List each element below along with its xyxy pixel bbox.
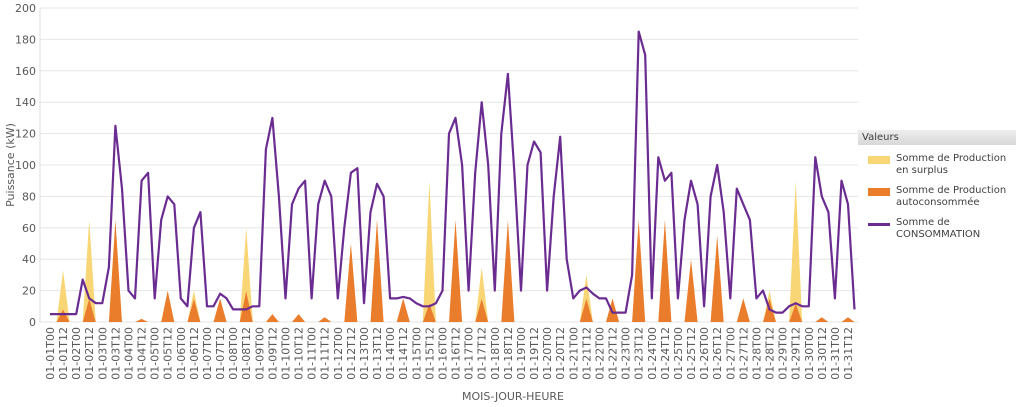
x-tick-label: 01-17T12 — [476, 327, 489, 380]
x-tick-label: 01-02T12 — [83, 327, 96, 380]
x-tick-label: 01-11T00 — [306, 327, 319, 380]
x-tick-label: 01-27T12 — [737, 327, 750, 380]
x-tick-label: 01-15T12 — [423, 327, 436, 380]
x-tick-label: 01-12T12 — [345, 327, 358, 380]
x-tick-label: 01-31T12 — [842, 327, 855, 380]
x-tick-label: 01-24T00 — [646, 327, 659, 380]
y-tick-label: 140 — [15, 96, 36, 109]
x-tick-label: 01-15T00 — [410, 327, 423, 380]
x-tick-label: 01-04T12 — [136, 327, 149, 380]
x-tick-label: 01-11T12 — [319, 327, 332, 380]
x-tick-label: 01-19T12 — [528, 327, 541, 380]
x-tick-label: 01-25T00 — [672, 327, 685, 380]
x-tick-label: 01-18T00 — [489, 327, 502, 380]
legend-item: Somme de Production autoconsommée — [868, 185, 1016, 209]
legend-label: Somme de Production autoconsommée — [896, 185, 1007, 208]
x-tick-label: 01-24T12 — [659, 327, 672, 380]
y-tick-label: 120 — [15, 128, 36, 141]
x-tick-label: 01-21T00 — [567, 327, 580, 380]
x-tick-label: 01-16T00 — [436, 327, 449, 380]
x-tick-label: 01-01T00 — [44, 327, 57, 380]
x-tick-label: 01-29T00 — [777, 327, 790, 380]
x-tick-label: 01-26T00 — [698, 327, 711, 380]
x-tick-label: 01-28T12 — [764, 327, 777, 380]
x-tick-label: 01-21T12 — [580, 327, 593, 380]
legend-swatch — [868, 156, 890, 164]
x-tick-label: 01-13T00 — [358, 327, 371, 380]
x-tick-label: 01-26T12 — [711, 327, 724, 380]
legend-label: Somme de Production en surplus — [896, 153, 1007, 176]
y-tick-label: 20 — [22, 285, 36, 298]
y-tick-label: 80 — [22, 190, 36, 203]
x-tick-label: 01-08T00 — [227, 327, 240, 380]
x-tick-label: 01-02T00 — [70, 327, 83, 380]
x-tick-label: 01-20T00 — [541, 327, 554, 380]
legend-swatch — [868, 223, 890, 226]
x-tick-label: 01-14T00 — [384, 327, 397, 380]
x-tick-label: 01-06T12 — [188, 327, 201, 380]
x-tick-label: 01-12T00 — [332, 327, 345, 380]
x-tick-label: 01-07T12 — [214, 327, 227, 380]
legend-item: Somme de Production en surplus — [868, 153, 1016, 177]
y-tick-label: 200 — [15, 2, 36, 15]
legend-title: Valeurs — [858, 130, 1016, 145]
x-tick-label: 01-30T00 — [803, 327, 816, 380]
x-tick-label: 01-05T12 — [162, 327, 175, 380]
x-tick-label: 01-22T12 — [607, 327, 620, 380]
x-tick-label: 01-28T00 — [750, 327, 763, 380]
y-tick-label: 40 — [22, 253, 36, 266]
x-tick-label: 01-10T00 — [279, 327, 292, 380]
x-tick-label: 01-03T00 — [96, 327, 109, 380]
x-tick-label: 01-10T12 — [293, 327, 306, 380]
y-tick-label: 180 — [15, 33, 36, 46]
x-axis-label: MOIS-JOUR-HEURE — [462, 390, 564, 403]
y-tick-label: 0 — [29, 316, 36, 329]
x-tick-label: 01-13T12 — [371, 327, 384, 380]
y-tick-label: 100 — [15, 159, 36, 172]
x-tick-label: 01-01T12 — [57, 327, 70, 380]
x-tick-label: 01-23T12 — [633, 327, 646, 380]
x-tick-label: 01-08T12 — [240, 327, 253, 380]
x-tick-label: 01-23T00 — [620, 327, 633, 380]
x-tick-label: 01-03T12 — [109, 327, 122, 380]
x-tick-label: 01-27T00 — [724, 327, 737, 380]
x-tick-label: 01-07T00 — [201, 327, 214, 380]
x-tick-label: 01-31T00 — [829, 327, 842, 380]
x-tick-label: 01-09T00 — [253, 327, 266, 380]
x-tick-label: 01-30T12 — [816, 327, 829, 380]
legend-swatch — [868, 188, 890, 196]
x-tick-label: 01-04T00 — [122, 327, 135, 380]
legend-item: Somme de CONSOMMATION — [868, 217, 1016, 241]
y-axis-label: Puissance (kW) — [4, 123, 17, 207]
x-tick-label: 01-29T12 — [790, 327, 803, 380]
x-tick-label: 01-18T12 — [502, 327, 515, 380]
x-tick-label: 01-19T00 — [515, 327, 528, 380]
x-tick-label: 01-17T00 — [463, 327, 476, 380]
line-series — [50, 30, 856, 316]
legend-label: Somme de CONSOMMATION — [896, 217, 981, 240]
x-tick-label: 01-20T12 — [554, 327, 567, 380]
x-tick-label: 01-22T00 — [593, 327, 606, 380]
x-tick-label: 01-06T00 — [175, 327, 188, 380]
y-tick-label: 60 — [22, 222, 36, 235]
area-series — [50, 219, 855, 322]
x-tick-label: 01-05T00 — [149, 327, 162, 380]
x-tick-label: 01-14T12 — [397, 327, 410, 380]
x-tick-label: 01-09T12 — [266, 327, 279, 380]
x-tick-label: 01-25T12 — [685, 327, 698, 380]
x-tick-label: 01-16T12 — [450, 327, 463, 380]
legend: Valeurs Somme de Production en surplus So… — [858, 130, 1016, 241]
y-tick-label: 160 — [15, 65, 36, 78]
